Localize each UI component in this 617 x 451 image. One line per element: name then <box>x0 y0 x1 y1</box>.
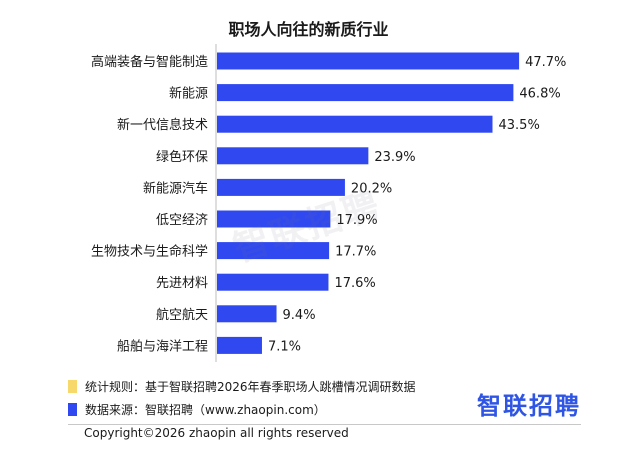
bar <box>217 336 262 354</box>
bar <box>217 84 514 102</box>
bar <box>217 147 369 165</box>
note-text: 数据来源：智联招聘（www.zhaopin.com） <box>85 402 326 417</box>
category-label: 先进材料 <box>156 276 208 291</box>
bar-value-label: 46.8% <box>519 87 560 102</box>
category-label: 高端装备与智能制造 <box>91 54 208 70</box>
bar <box>217 273 329 291</box>
note-blue-swatch <box>68 402 77 416</box>
category-label: 生物技术与生命科学 <box>91 244 208 260</box>
footer-divider <box>68 424 581 425</box>
bar-value-label: 17.7% <box>335 245 376 260</box>
bar-value-label: 47.7% <box>525 55 566 70</box>
note-statistics-rule: 统计规则：基于智联招聘2026年春季职场人跳槽情况调研数据 <box>68 376 416 396</box>
bar <box>217 178 345 196</box>
bar <box>217 115 493 133</box>
chart-notes: 统计规则：基于智联招聘2026年春季职场人跳槽情况调研数据 数据来源：智联招聘（… <box>68 376 416 422</box>
category-label: 新能源 <box>169 86 208 102</box>
bar-value-label: 23.9% <box>374 150 415 165</box>
chart-title: 职场人向往的新质行业 <box>228 20 389 39</box>
bar-value-label: 17.6% <box>334 276 375 291</box>
bar <box>217 305 277 323</box>
bar-value-label: 7.1% <box>268 339 301 354</box>
bar-value-label: 17.9% <box>336 213 377 228</box>
bar <box>217 242 330 260</box>
note-yellow-swatch <box>68 379 77 393</box>
copyright-text: Copyright©2026 zhaopin all rights reserv… <box>84 426 349 440</box>
note-text: 统计规则：基于智联招聘2026年春季职场人跳槽情况调研数据 <box>85 379 416 394</box>
zhaopin-logo: 智联招聘 <box>477 392 581 420</box>
bar-chart: 高端装备与智能制造 47.7% 新能源 46.8% 新一代信息技术 43.5% 绿色环保 23… <box>91 44 566 362</box>
category-label: 新一代信息技术 <box>117 117 208 133</box>
bar <box>217 52 520 70</box>
bar-value-label: 43.5% <box>499 118 540 133</box>
category-label: 新能源汽车 <box>143 180 208 196</box>
bar <box>217 210 331 228</box>
category-label: 航空航天 <box>156 307 208 323</box>
note-data-source: 数据来源：智联招聘（www.zhaopin.com） <box>68 399 416 419</box>
category-label: 低空经济 <box>156 213 208 228</box>
bar-value-label: 20.2% <box>351 181 392 196</box>
category-label: 绿色环保 <box>156 149 208 165</box>
bar-value-label: 9.4% <box>283 308 316 323</box>
category-label: 船舶与海洋工程 <box>117 338 208 354</box>
